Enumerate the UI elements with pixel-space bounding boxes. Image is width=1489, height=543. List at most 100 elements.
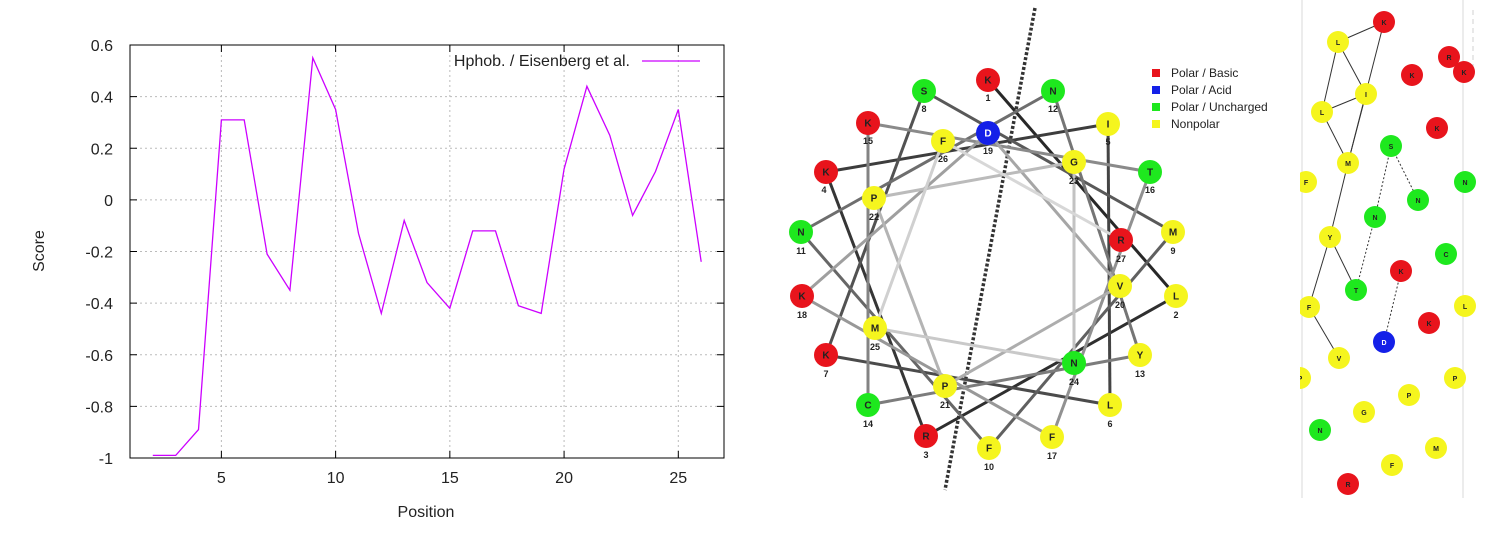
residue-letter: K [1434,126,1439,133]
wheel-connection [873,160,1075,200]
legend-swatch [1152,86,1160,94]
chart-grid [130,44,724,459]
residue-letter: F [986,444,992,455]
wheel-connection [987,231,1175,449]
residue-circle [1401,64,1423,86]
residue-letter: N [1049,87,1056,98]
residue-circle [814,343,838,367]
residue-circle [1390,260,1412,282]
wheel-connection [800,89,1054,234]
residue-letter: R [1446,55,1451,62]
wheel-residue-14: C 14 [856,393,880,429]
y-tick-label: 0 [104,193,113,210]
wheel-residue-12: N 12 [1041,79,1065,114]
residue-circle [1309,419,1331,441]
net-residue: S [1380,135,1402,157]
x-tick-label: 10 [327,470,345,487]
net-residue: N [1407,189,1429,211]
residue-circle [1319,226,1341,248]
residue-circle [1355,83,1377,105]
residue-circle [1096,112,1120,136]
residue-letter: P [1300,376,1303,383]
residue-circle [1380,135,1402,157]
residue-letter: L [1463,304,1468,311]
wheel-residue-9: M9 [1161,220,1185,256]
wheel-connection [825,353,1111,407]
net-residue: F [1381,454,1403,476]
wheel-residue-15: K 15 [856,111,880,146]
residue-number: 26 [938,154,948,164]
chart-series [152,55,702,457]
net-residue: D [1373,331,1395,353]
net-residue: K [1390,260,1412,282]
residue-letter: G [1361,410,1367,417]
net-residue: M [1337,152,1359,174]
wheel-connection [944,284,1121,388]
residue-circle [1041,79,1065,103]
y-tick-label: -0.8 [85,399,113,416]
y-tick-label: 0.2 [91,141,113,158]
residue-letter: F [1304,180,1309,187]
residue-letter: S [921,87,928,98]
wheel-residue-4: K4 [814,160,838,195]
wheel-residue-25: M 25 [863,316,887,352]
residue-circle [1161,220,1185,244]
net-residue: L [1311,101,1333,123]
residue-number: 18 [797,310,807,320]
wheel-residue-16: T 16 [1138,160,1162,195]
net-connection-dotted [1355,216,1376,291]
residue-letter: K [822,351,830,362]
wheel-connection [801,131,989,298]
residue-number: 27 [1116,254,1126,264]
wheel-residue-2: L2 [1164,284,1188,320]
residue-letter: M [871,324,879,335]
residue-letter: V [1337,356,1342,363]
residue-circle [1062,351,1086,375]
residue-circle [789,220,813,244]
residue-letter: N [1070,359,1077,370]
residue-number: 9 [1170,246,1175,256]
residue-letter: L [1336,40,1341,47]
plot-frame [129,44,725,459]
residue-letter: S [1389,144,1394,151]
residue-letter: N [1372,215,1377,222]
net-residue: R [1438,46,1460,68]
residue-number: 10 [984,462,994,472]
residue-letter: K [864,119,872,130]
wheel-connection [873,140,945,329]
residue-circle [1311,101,1333,123]
residue-circle [1300,367,1311,389]
series-line-hydrophobicity [152,55,702,457]
residue-circle [1454,171,1476,193]
chart-legend: Hphob. / Eisenberg et al. [454,53,700,70]
residue-letter: K [984,76,992,87]
residue-letter: Y [1137,351,1144,362]
residue-circle [1373,331,1395,353]
residue-letter: F [1049,433,1055,444]
x-tick-label: 15 [441,470,459,487]
residue-number: 11 [796,246,806,256]
wheel-connection [824,171,928,437]
y-tick-label: 0.6 [91,38,113,55]
net-residue: K [1373,11,1395,33]
residue-letter: L [1173,292,1179,303]
wheel-residue-6: L6 [1098,393,1122,429]
x-tick-label: 25 [669,470,687,487]
net-residue: K [1426,117,1448,139]
y-axis-label: Score [31,230,48,272]
wheel-connection [872,197,947,387]
residue-circle [1327,31,1349,53]
residue-letter: C [864,401,871,412]
residue-number: 5 [1105,137,1110,147]
net-residue: M [1425,437,1447,459]
net-connection-dotted [1374,145,1392,218]
wheel-residue-8: S8 [912,79,936,114]
residue-circle [1098,393,1122,417]
residue-circle [1454,295,1476,317]
legend-swatch [1152,69,1160,77]
residue-circle [1435,243,1457,265]
legend-label: Polar / Acid [1171,83,1232,97]
net-residue: N [1309,419,1331,441]
residue-letter: N [1415,198,1420,205]
